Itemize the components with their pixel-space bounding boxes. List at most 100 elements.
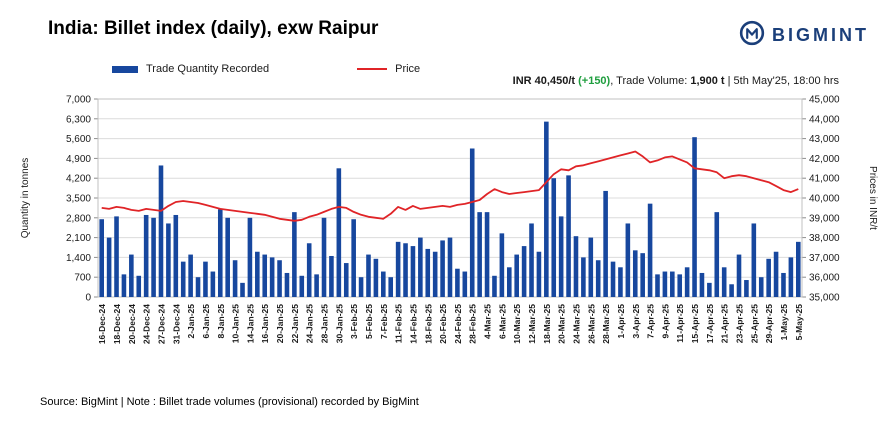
x-tick-label: 22-Jan-25 bbox=[290, 304, 300, 343]
x-tick-label: 24-Mar-25 bbox=[571, 304, 581, 344]
quantity-bar bbox=[136, 275, 142, 297]
quantity-bar bbox=[462, 271, 468, 297]
x-tick-label: 7-Apr-25 bbox=[646, 304, 656, 339]
x-tick-label: 15-Apr-25 bbox=[690, 304, 700, 343]
quantity-bar bbox=[632, 250, 638, 297]
quantity-bar bbox=[262, 254, 268, 297]
quantity-bar bbox=[514, 254, 519, 297]
x-tick-label: 1-May-25 bbox=[779, 304, 789, 341]
quantity-bar bbox=[581, 257, 586, 297]
x-tick-label: 3-Feb-25 bbox=[349, 304, 359, 339]
header: India: Billet index (daily), exw Raipur … bbox=[12, 10, 883, 51]
x-tick-label: 14-Feb-25 bbox=[408, 304, 418, 344]
x-tick-label: 5-Feb-25 bbox=[364, 304, 374, 339]
quantity-bar bbox=[758, 277, 764, 297]
x-tick-label: 20-Jan-25 bbox=[275, 304, 285, 343]
line-swatch-icon bbox=[357, 68, 388, 70]
quantity-bar bbox=[447, 237, 453, 297]
x-tick-label: 30-Jan-25 bbox=[334, 304, 344, 343]
x-tick-label: 27-Dec-24 bbox=[156, 304, 166, 344]
y-tick-label-right: 37,000 bbox=[809, 253, 840, 264]
x-tick-label: 20-Dec-24 bbox=[127, 304, 137, 344]
quantity-bar bbox=[351, 219, 356, 297]
latest-price-info: INR 40,450/t (+150), Trade Volume: 1,900… bbox=[12, 75, 839, 89]
quantity-bar bbox=[536, 251, 542, 297]
quantity-bar bbox=[343, 263, 349, 297]
quantity-bar bbox=[640, 253, 645, 297]
y-tick-label-right: 36,000 bbox=[809, 273, 840, 284]
x-tick-label: 16-Dec-24 bbox=[97, 304, 107, 344]
quantity-bar bbox=[662, 271, 668, 297]
quantity-bar bbox=[166, 223, 171, 297]
quantity-bar bbox=[736, 254, 742, 297]
volume-label: , Trade Volume: bbox=[610, 75, 691, 87]
quantity-bar bbox=[373, 258, 379, 297]
quantity-bar bbox=[721, 267, 727, 297]
price-line bbox=[101, 150, 799, 222]
quantity-bar bbox=[129, 254, 134, 297]
latest-price-value: INR 40,450/t bbox=[512, 75, 576, 87]
quantity-bar bbox=[699, 272, 705, 297]
quantity-bar bbox=[158, 165, 164, 297]
quantity-bar bbox=[440, 240, 445, 297]
quantity-bar bbox=[595, 260, 601, 297]
x-tick-label: 4-Mar-25 bbox=[483, 304, 493, 339]
legend-label-price: Price bbox=[395, 63, 421, 75]
x-tick-label: 6-Mar-25 bbox=[497, 304, 507, 339]
quantity-bar bbox=[766, 258, 771, 297]
quantity-bar bbox=[773, 251, 779, 297]
quantity-bar bbox=[455, 268, 460, 297]
quantity-bar bbox=[321, 217, 327, 297]
legend-label-quantity: Trade Quantity Recorded bbox=[146, 63, 270, 75]
quantity-bar bbox=[336, 168, 342, 297]
quantity-bar bbox=[573, 236, 579, 297]
quantity-bar bbox=[403, 243, 408, 297]
y-axis-title-left: Quantity in tonnes bbox=[20, 158, 31, 239]
x-tick-label: 2-Jan-25 bbox=[186, 304, 196, 339]
price-change: (+150) bbox=[578, 75, 611, 87]
quantity-bar bbox=[180, 261, 186, 297]
quantity-bar bbox=[684, 267, 690, 297]
y-tick-label-left: 7,000 bbox=[66, 95, 91, 106]
page-title: India: Billet index (daily), exw Raipur bbox=[48, 18, 379, 39]
y-tick-label-right: 43,000 bbox=[809, 134, 840, 145]
quantity-bar bbox=[306, 243, 312, 297]
quantity-bar bbox=[506, 267, 512, 297]
x-tick-label: 8-Jan-25 bbox=[216, 304, 226, 339]
x-tick-label: 18-Dec-24 bbox=[112, 304, 122, 344]
quantity-bar bbox=[121, 274, 127, 297]
quantity-bar bbox=[729, 284, 734, 297]
quantity-bar bbox=[714, 212, 720, 297]
timestamp: | 5th May'25, 18:00 hrs bbox=[724, 75, 839, 87]
x-tick-label: 1-Apr-25 bbox=[616, 304, 626, 339]
quantity-bar bbox=[751, 223, 757, 297]
y-tick-label-left: 2,800 bbox=[66, 213, 91, 224]
quantity-bar bbox=[299, 275, 305, 297]
x-tick-label: 16-Jan-25 bbox=[260, 304, 270, 343]
x-tick-label: 18-Feb-25 bbox=[423, 304, 433, 344]
y-tick-label-left: 0 bbox=[85, 293, 91, 304]
y-axis-title-right: Prices in INR/t bbox=[867, 166, 878, 230]
x-tick-label: 14-Jan-25 bbox=[245, 304, 255, 343]
quantity-bar bbox=[625, 223, 631, 297]
quantity-bar bbox=[388, 277, 394, 297]
x-tick-label: 11-Feb-25 bbox=[394, 304, 404, 343]
billet-index-chart: 0 700 1,400 2,100 2,800 3,500 4,200 4,900 5,600 6… bbox=[20, 95, 878, 345]
x-tick-label: 28-Feb-25 bbox=[468, 304, 478, 344]
quantity-bar bbox=[432, 251, 438, 297]
quantity-bar bbox=[381, 271, 386, 297]
quantity-bar bbox=[551, 178, 557, 297]
quantity-bar bbox=[618, 267, 623, 297]
quantity-bar bbox=[395, 241, 401, 297]
y-tick-label-right: 40,000 bbox=[809, 194, 840, 205]
quantity-bar bbox=[499, 233, 505, 297]
y-tick-label-right: 45,000 bbox=[809, 95, 840, 106]
y-tick-label-right: 38,000 bbox=[809, 233, 840, 244]
quantity-bar bbox=[484, 212, 490, 297]
y-tick-label-left: 1,400 bbox=[66, 253, 91, 264]
billet-index-report: India: Billet index (daily), exw Raipur … bbox=[12, 10, 883, 408]
quantity-bar bbox=[255, 251, 260, 297]
quantity-bar bbox=[143, 214, 149, 297]
quantity-bar bbox=[796, 241, 801, 297]
x-tick-label: 18-Mar-25 bbox=[542, 304, 552, 344]
